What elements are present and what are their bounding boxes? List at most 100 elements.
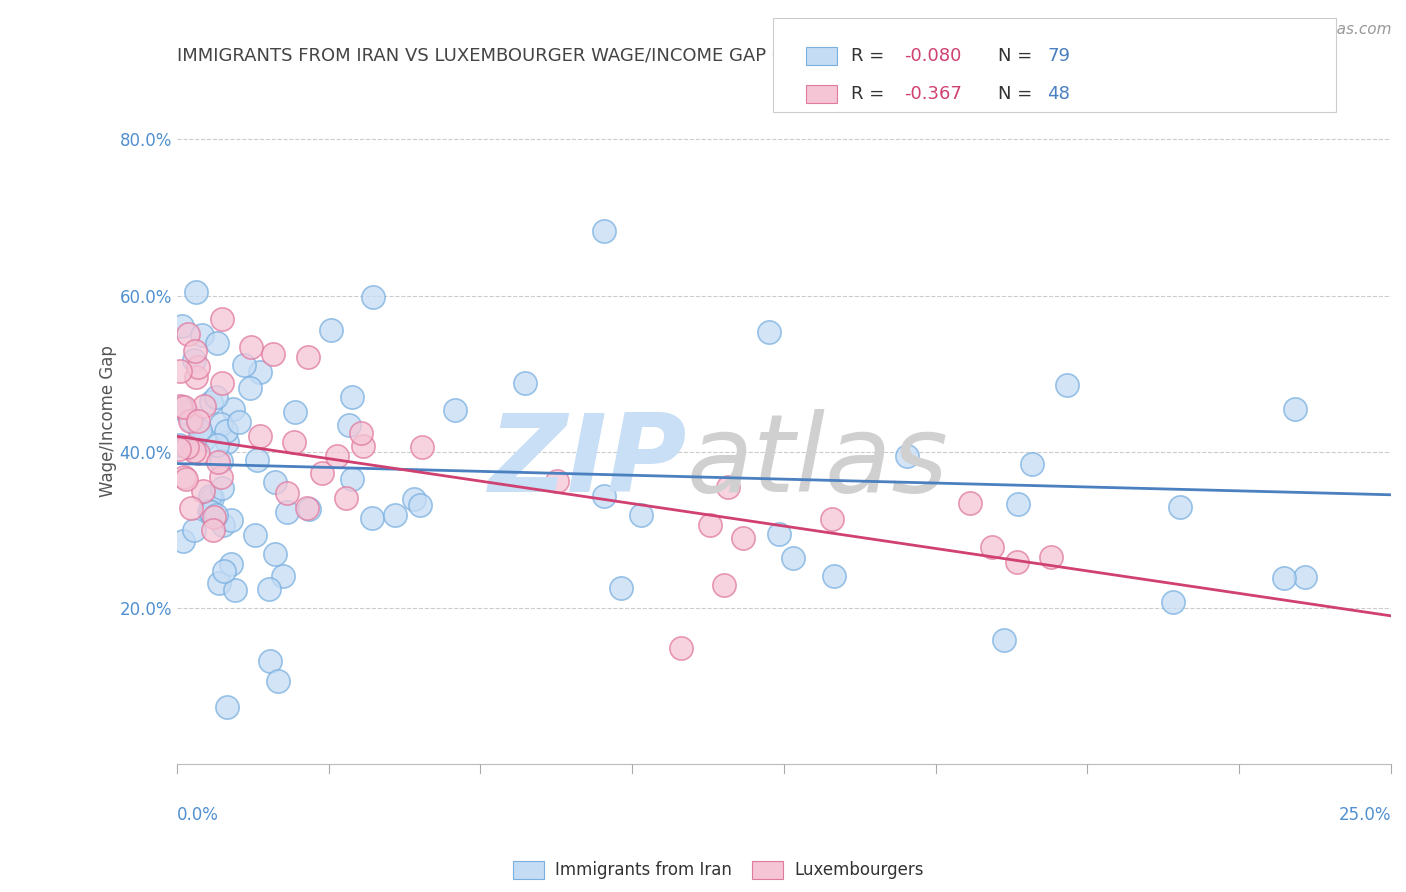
Point: [183, 444, 205, 458]
Point: [183, 524, 205, 538]
Point: [1021, 457, 1043, 471]
Point: [177, 326, 200, 341]
Point: [821, 511, 844, 525]
Point: [184, 285, 207, 299]
Point: [276, 505, 298, 519]
Point: [297, 351, 319, 365]
Point: [167, 438, 190, 452]
Point: [215, 424, 238, 438]
Text: atlas: atlas: [686, 409, 949, 515]
Point: [402, 491, 425, 506]
Point: [201, 491, 224, 505]
Text: Immigrants from Iran: Immigrants from Iran: [555, 861, 733, 879]
Point: [411, 440, 433, 454]
Point: [283, 435, 305, 450]
Point: [384, 508, 406, 522]
Text: -0.367: -0.367: [904, 86, 962, 103]
Point: [191, 483, 214, 498]
Point: [1170, 500, 1192, 515]
Point: [219, 513, 242, 527]
Point: [298, 501, 321, 516]
Point: [335, 491, 357, 506]
Point: [249, 429, 271, 443]
Point: [180, 500, 202, 515]
Point: [409, 499, 432, 513]
Point: [176, 406, 198, 420]
Point: [758, 326, 780, 340]
Point: [228, 415, 250, 429]
Text: Source: ZipAtlas.com: Source: ZipAtlas.com: [1229, 22, 1392, 37]
Point: [339, 417, 361, 432]
Point: [204, 390, 226, 404]
Point: [180, 413, 202, 427]
Point: [1056, 377, 1078, 392]
Point: [173, 401, 195, 415]
Point: [208, 576, 231, 591]
Point: [259, 582, 281, 596]
Point: [219, 558, 242, 572]
Point: [198, 489, 221, 503]
Point: [190, 328, 212, 343]
Point: [768, 527, 790, 541]
Point: [264, 547, 287, 561]
Point: [176, 441, 198, 455]
Point: [170, 400, 193, 414]
Point: [209, 469, 232, 483]
Point: [179, 414, 201, 428]
Point: [669, 641, 692, 656]
Point: [188, 425, 211, 440]
Point: [239, 381, 262, 395]
Text: ZIP: ZIP: [488, 409, 686, 515]
Point: [273, 568, 295, 582]
Text: -0.080: -0.080: [904, 47, 962, 65]
Point: [186, 414, 208, 428]
Point: [167, 442, 190, 456]
Point: [193, 433, 215, 447]
Point: [209, 417, 232, 431]
Text: R =: R =: [851, 47, 890, 65]
Text: 48: 48: [1047, 86, 1070, 103]
Text: 25.0%: 25.0%: [1339, 805, 1391, 823]
Text: 0.0%: 0.0%: [177, 805, 219, 823]
Text: R =: R =: [851, 86, 890, 103]
Point: [232, 359, 254, 373]
Text: 79: 79: [1047, 47, 1070, 65]
Point: [593, 488, 616, 502]
Point: [172, 319, 194, 334]
Point: [1284, 402, 1306, 417]
Point: [993, 633, 1015, 648]
Point: [959, 496, 981, 510]
Point: [1040, 549, 1063, 564]
Point: [1161, 595, 1184, 609]
Point: [169, 399, 191, 413]
Point: [782, 551, 804, 566]
Point: [326, 449, 349, 463]
Point: [249, 365, 271, 379]
Point: [547, 474, 569, 488]
Point: [205, 438, 228, 452]
Point: [174, 473, 197, 487]
Point: [184, 370, 207, 384]
Point: [211, 311, 233, 326]
Text: IMMIGRANTS FROM IRAN VS LUXEMBOURGER WAGE/INCOME GAP CORRELATION CHART: IMMIGRANTS FROM IRAN VS LUXEMBOURGER WAG…: [177, 46, 966, 64]
Point: [169, 364, 191, 378]
Point: [1294, 569, 1316, 583]
Point: [172, 533, 194, 548]
Point: [699, 517, 721, 532]
Point: [1272, 571, 1295, 585]
Point: [239, 340, 262, 354]
Point: [211, 482, 233, 496]
Point: [183, 344, 205, 359]
Point: [717, 480, 740, 494]
Text: N =: N =: [998, 86, 1038, 103]
Point: [193, 399, 215, 413]
Point: [262, 347, 284, 361]
Point: [896, 449, 918, 463]
Point: [823, 569, 845, 583]
Point: [361, 290, 384, 304]
Point: [267, 674, 290, 689]
Text: Luxembourgers: Luxembourgers: [794, 861, 924, 879]
Point: [980, 540, 1002, 554]
Point: [630, 508, 652, 522]
Point: [209, 454, 232, 468]
